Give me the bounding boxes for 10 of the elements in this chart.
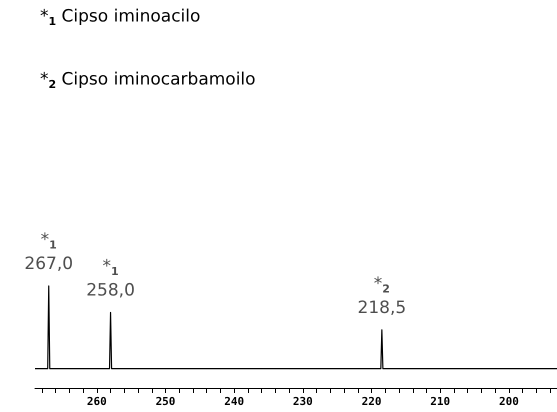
- annotation: 258,0: [86, 280, 135, 301]
- x-tick-label: 200: [498, 395, 519, 408]
- annotation: 267,0: [24, 254, 74, 274]
- x-tick-label: 220: [362, 395, 382, 408]
- x-tick-label: 250: [156, 395, 176, 408]
- x-tick-label: 260: [86, 395, 107, 408]
- x-tick-label: 230: [292, 395, 313, 408]
- annotation: 218,5: [358, 298, 406, 318]
- x-tick-label: 210: [430, 395, 450, 408]
- x-tick-label: 240: [224, 395, 244, 408]
